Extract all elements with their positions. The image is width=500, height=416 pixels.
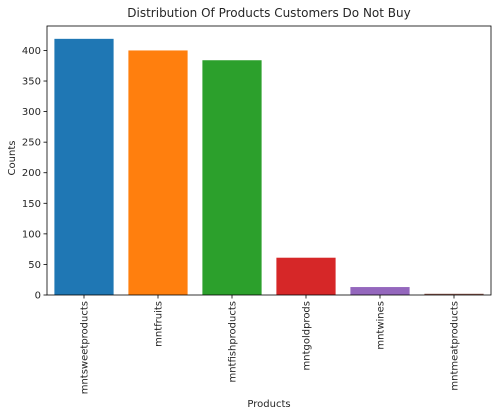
x-axis-label: Products: [247, 399, 290, 410]
bar-mntgoldprods: [276, 257, 336, 295]
chart-title: Distribution Of Products Customers Do No…: [127, 6, 410, 20]
x-tick-label-mntfruits: mntfruits: [154, 301, 165, 347]
y-axis-label: Counts: [7, 141, 18, 176]
bar-mntwines: [350, 287, 410, 295]
y-tick-label: 0: [35, 291, 41, 302]
bar-mntfishproducts: [202, 60, 262, 296]
y-tick-label: 350: [22, 77, 41, 88]
y-tick-label: 400: [22, 46, 41, 57]
y-tick-label: 200: [22, 168, 41, 179]
y-tick-label: 150: [22, 199, 41, 210]
axes-frame: [46, 25, 492, 296]
y-tick-label: 300: [22, 107, 41, 118]
x-tick-label-mntgoldprods: mntgoldprods: [302, 301, 313, 371]
x-tick-label-mntsweetproducts: mntsweetproducts: [80, 301, 91, 394]
x-tick-label-mntwines: mntwines: [376, 301, 387, 350]
bar-mntsweetproducts: [54, 38, 114, 296]
y-tick-label: 100: [22, 229, 41, 240]
bar-mntmeatproducts: [424, 293, 484, 295]
bar-mntfruits: [128, 50, 188, 295]
x-tick-label-mntmeatproducts: mntmeatproducts: [450, 301, 461, 391]
x-tick-label-mntfishproducts: mntfishproducts: [228, 301, 239, 383]
plot-area: 0 50 100 150 200 250 300 350 400 mntsweetproducts…: [22, 25, 492, 394]
y-tick-label: 50: [28, 260, 41, 271]
y-tick-label: 250: [22, 138, 41, 149]
